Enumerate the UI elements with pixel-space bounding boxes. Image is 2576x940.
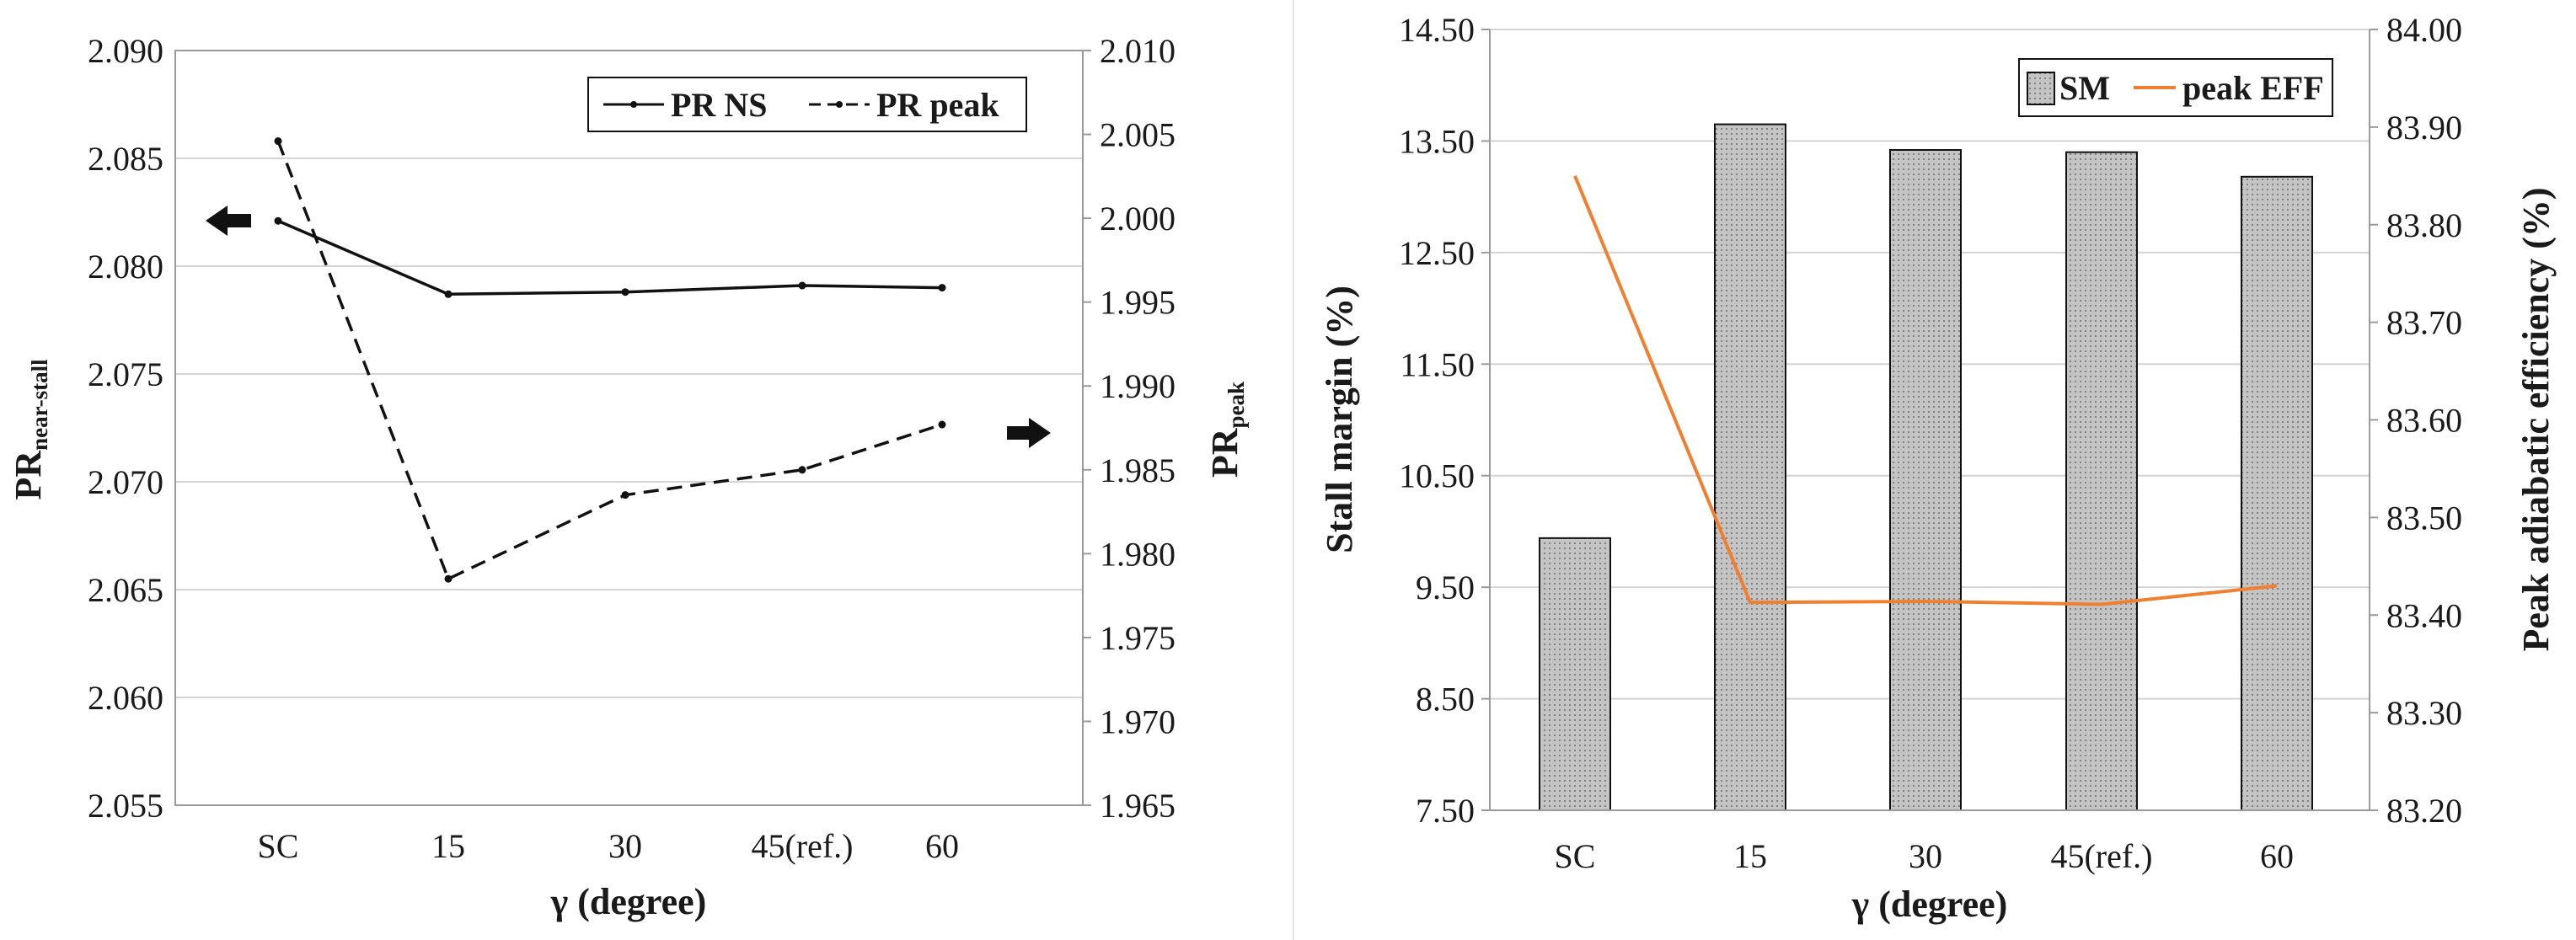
sm-right-tick-label: 84.00 [2386,11,2462,49]
pr-left-tick-label: 2.075 [88,355,163,393]
legend-sm-label: SM [2059,69,2110,107]
sm-left-tick-label: 10.50 [1399,457,1475,495]
sm-x-tick-label: 60 [2260,837,2294,875]
sm-bar [1539,537,1611,811]
sm-x-tick-label: SC [1555,837,1596,875]
pr-left-tick-label: 2.085 [88,140,163,178]
pr-right-tick-label: 1.980 [1100,535,1176,573]
sm-left-tick-label: 14.50 [1399,11,1475,49]
pr-peak-line-point [274,137,282,146]
pr-right-tick-label: 2.000 [1100,200,1176,238]
sm-chart-bars [1539,123,2313,812]
pr-ns-line-point [444,290,453,298]
sm-chart-legend: SM peak EFF [2018,58,2333,117]
sm-right-tick-label: 83.20 [2386,792,2462,830]
pr-ns-line-point [274,216,282,225]
pr-peak-line-point [798,466,806,474]
sm-right-tick-label: 83.70 [2386,304,2462,342]
pr-ns-line-point [621,288,629,296]
pr-x-tick-label: 45(ref.) [751,827,853,865]
pr-chart-x-ticks: SC 15 30 45(ref.) 60 [258,827,959,865]
sm-left-tick-label: 7.50 [1416,792,1475,830]
pr-right-tick-label: 1.995 [1100,284,1176,322]
sm-right-tick-label: 83.30 [2386,694,2462,732]
sm-bar [2241,175,2313,811]
sm-chart-right-axis-label: Peak adiabatic efficiency (%) [2515,187,2557,651]
pr-peak-line-point [444,574,453,583]
pr-ns-line-point [798,281,806,290]
sm-left-tick-label: 9.50 [1416,569,1475,606]
pr-chart-right-ticks: 1.965 1.970 1.975 1.980 1.985 1.990 1.995 2.000… [1083,32,1176,825]
pr-chart-series [274,137,946,583]
sm-right-tick-label: 83.60 [2386,402,2462,440]
legend-pr-peak-swatch [809,101,870,108]
pr-left-tick-label: 2.055 [88,787,163,825]
sm-chart-eff-line [1573,175,2278,606]
pr-right-tick-label: 2.005 [1100,116,1176,154]
sm-x-tick-label: 45(ref.) [2050,837,2152,875]
pr-chart-gridlines [175,158,1083,698]
sm-chart-right-ticks: 83.20 83.30 83.40 83.50 83.60 83.70 83.80 83.90… [2370,11,2462,830]
sm-chart-left-axis-label: Stall margin (%) [1319,286,1360,553]
sm-right-tick-label: 83.40 [2386,596,2462,634]
pr-left-tick-label: 2.080 [88,248,163,286]
sm-bar [1889,149,1962,812]
pr-chart: 2.055 2.060 2.065 2.070 2.075 2.080 2.085 2.090… [8,0,1294,940]
pr-right-tick-label: 2.010 [1100,32,1176,70]
pr-peak-line-point [938,420,946,429]
legend-pr-ns-swatch [603,101,664,108]
sm-x-tick-label: 30 [1909,837,1942,875]
pr-left-tick-label: 2.060 [88,679,163,717]
pr-right-tick-label: 1.970 [1100,702,1176,740]
pr-left-tick-label: 2.070 [88,463,163,501]
sm-right-tick-label: 83.90 [2386,109,2462,147]
pr-x-tick-label: 15 [431,827,465,865]
pr-peak-line-point [621,491,629,499]
stall-margin-chart: 7.50 8.50 9.50 10.50 11.50 12.50 13.50 14.50 83… [1319,11,2557,925]
sm-chart-x-ticks: SC 15 30 45(ref.) 60 [1555,837,2294,875]
pr-x-tick-label: 30 [608,827,642,865]
pr-chart-right-axis-label: PRpeak [1204,382,1249,478]
sm-left-tick-label: 8.50 [1416,681,1475,718]
sm-left-tick-label: 12.50 [1399,234,1475,272]
right-axis-arrow-icon [1007,418,1051,448]
sm-left-tick-label: 13.50 [1399,122,1475,160]
sm-chart-x-axis-label: γ (degree) [1851,884,2008,925]
pr-peak-line [276,140,943,581]
pr-right-tick-label: 1.975 [1100,619,1176,657]
pr-chart-x-axis-label: γ (degree) [550,881,707,922]
left-axis-arrow-icon [206,206,251,236]
pr-chart-legend: PR NS PR peak [587,77,1027,132]
pr-chart-plot-frame [174,50,1084,806]
pr-chart-left-ticks: 2.055 2.060 2.065 2.070 2.075 2.080 2.085 2.090 [88,32,163,825]
pr-right-tick-label: 1.990 [1100,367,1176,405]
sm-left-tick-label: 11.50 [1400,345,1475,383]
pr-right-tick-label: 1.985 [1100,451,1176,489]
sm-right-tick-label: 83.50 [2386,499,2462,537]
pr-chart-left-axis-label: PRnear-stall [8,359,52,500]
sm-bar [1714,123,1786,812]
pr-x-tick-label: 60 [925,827,959,865]
sm-x-tick-label: 15 [1733,837,1767,875]
pr-ns-line-point [938,284,946,292]
legend-pr-ns-label: PR NS [671,86,767,124]
sm-chart-left-ticks: 7.50 8.50 9.50 10.50 11.50 12.50 13.50 14.50 [1399,11,1490,830]
sm-right-tick-label: 83.80 [2386,206,2462,244]
sm-bar [2065,151,2138,811]
pr-left-tick-label: 2.065 [88,571,163,609]
pr-ns-line [277,219,943,296]
pr-x-tick-label: SC [258,827,299,865]
legend-peak-eff-label: peak EFF [2182,69,2324,107]
pr-left-tick-label: 2.090 [88,32,163,70]
pr-right-tick-label: 1.965 [1100,787,1176,825]
legend-sm-swatch [2027,72,2055,105]
legend-pr-peak-label: PR peak [876,86,999,124]
